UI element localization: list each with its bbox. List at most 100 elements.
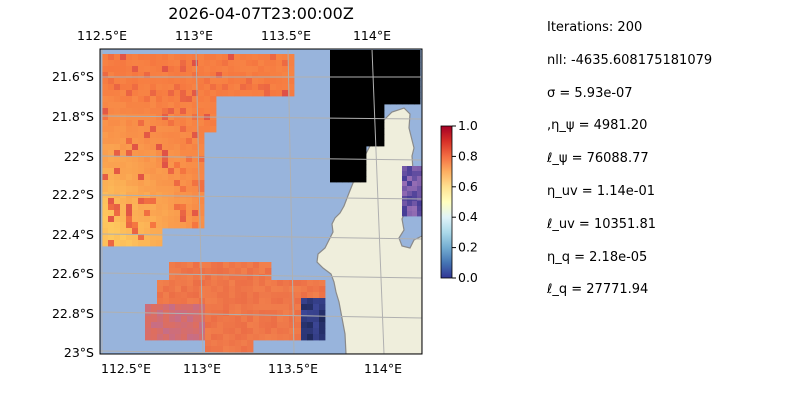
field-cell bbox=[102, 54, 109, 61]
field-cell bbox=[138, 120, 145, 127]
field-cell bbox=[174, 186, 181, 193]
field-cell bbox=[150, 72, 157, 79]
field-cell bbox=[342, 50, 349, 57]
field-cell bbox=[192, 150, 199, 157]
field-cell bbox=[175, 316, 182, 323]
field-cell bbox=[144, 90, 151, 97]
field-cell bbox=[372, 56, 379, 63]
field-cell bbox=[402, 201, 408, 207]
meridian-line bbox=[195, 49, 204, 354]
field-cell bbox=[168, 168, 175, 175]
field-cell bbox=[283, 316, 290, 323]
field-cell bbox=[169, 322, 176, 329]
field-cell bbox=[259, 292, 266, 299]
field-cell bbox=[199, 286, 206, 293]
field-cell bbox=[223, 322, 230, 329]
field-cell bbox=[162, 60, 169, 67]
field-cell bbox=[378, 62, 385, 69]
field-cell bbox=[120, 90, 127, 97]
field-cell bbox=[372, 92, 379, 99]
field-cell bbox=[144, 210, 151, 217]
lat-tick-label: 22.4°S bbox=[52, 227, 94, 242]
field-cell bbox=[217, 334, 224, 341]
field-cell bbox=[390, 50, 397, 57]
field-cell bbox=[205, 340, 212, 347]
field-cell bbox=[156, 150, 163, 157]
field-cell bbox=[241, 280, 248, 287]
field-cell bbox=[144, 144, 151, 151]
field-cell bbox=[360, 152, 367, 159]
field-cell bbox=[162, 144, 169, 151]
field-cell bbox=[114, 96, 121, 103]
field-cell bbox=[186, 84, 193, 91]
field-cell bbox=[156, 204, 163, 211]
field-cell bbox=[412, 181, 418, 187]
field-cell bbox=[126, 186, 133, 193]
field-cell bbox=[205, 304, 212, 311]
field-cell bbox=[193, 310, 200, 317]
field-cell bbox=[342, 170, 349, 177]
field-cell bbox=[126, 96, 133, 103]
field-cell bbox=[295, 334, 302, 341]
field-cell bbox=[192, 96, 199, 103]
field-cell bbox=[192, 222, 199, 229]
field-cell bbox=[313, 298, 320, 305]
field-cell bbox=[265, 292, 272, 299]
field-cell bbox=[145, 328, 152, 335]
field-cell bbox=[253, 274, 260, 281]
field-cell bbox=[408, 80, 415, 87]
field-cell bbox=[336, 158, 343, 165]
field-cell bbox=[211, 310, 218, 317]
field-cell bbox=[102, 222, 109, 229]
field-cell bbox=[162, 66, 169, 73]
field-cell bbox=[198, 186, 205, 193]
field-cell bbox=[217, 286, 224, 293]
field-cell bbox=[156, 228, 163, 235]
data-cells-east bbox=[402, 166, 422, 217]
field-cell bbox=[390, 62, 397, 69]
field-cell bbox=[414, 92, 421, 99]
field-cell bbox=[169, 262, 176, 269]
field-cell bbox=[138, 126, 145, 133]
field-cell bbox=[283, 328, 290, 335]
field-cell bbox=[378, 104, 385, 111]
field-cell bbox=[163, 322, 170, 329]
field-cell bbox=[192, 216, 199, 223]
field-cell bbox=[205, 286, 212, 293]
field-cell bbox=[366, 92, 373, 99]
field-cell bbox=[198, 132, 205, 139]
field-cell bbox=[138, 138, 145, 145]
field-cell bbox=[402, 166, 408, 172]
field-cell bbox=[252, 66, 259, 73]
field-cell bbox=[354, 62, 361, 69]
field-cell bbox=[240, 60, 247, 67]
field-cell bbox=[295, 286, 302, 293]
field-cell bbox=[277, 292, 284, 299]
field-cell bbox=[271, 310, 278, 317]
field-cell bbox=[192, 132, 199, 139]
field-cell bbox=[193, 334, 200, 341]
field-cell bbox=[217, 298, 224, 305]
field-cell bbox=[114, 66, 121, 73]
field-cell bbox=[313, 328, 320, 335]
field-cell bbox=[144, 216, 151, 223]
field-cell bbox=[360, 92, 367, 99]
field-cell bbox=[169, 316, 176, 323]
field-cell bbox=[186, 204, 193, 211]
field-cell bbox=[247, 310, 254, 317]
field-cell bbox=[223, 304, 230, 311]
field-cell bbox=[162, 204, 169, 211]
field-cell bbox=[180, 222, 187, 229]
field-cell bbox=[402, 86, 409, 93]
field-cell bbox=[216, 90, 223, 97]
field-cell bbox=[168, 78, 175, 85]
field-cell bbox=[283, 304, 290, 311]
field-cell bbox=[187, 268, 194, 275]
field-cell bbox=[360, 134, 367, 141]
field-cell bbox=[102, 240, 109, 247]
field-cell bbox=[156, 168, 163, 175]
field-cell bbox=[276, 90, 283, 97]
field-cell bbox=[198, 54, 205, 61]
field-cell bbox=[181, 316, 188, 323]
field-cell bbox=[114, 72, 121, 79]
